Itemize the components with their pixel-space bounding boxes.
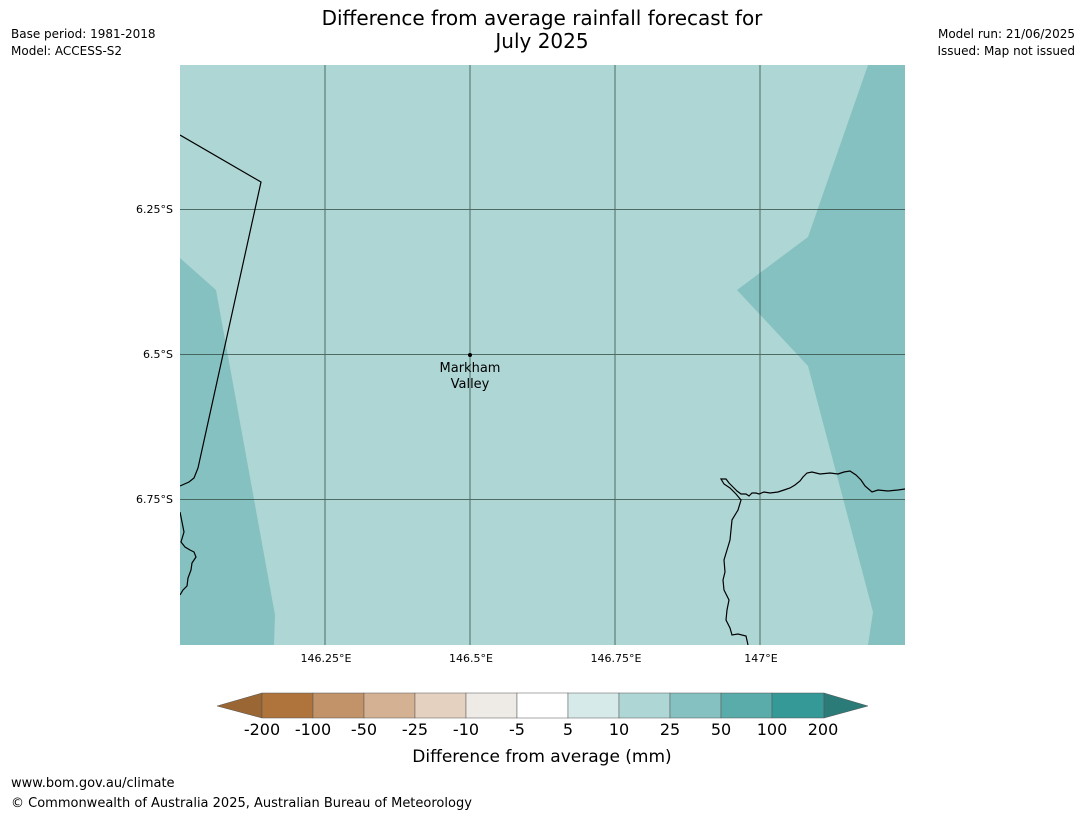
lon-tick-label: 146.5°E [449,652,493,665]
colorbar-label: 50 [711,720,731,739]
colorbar-extend-high [823,692,869,719]
colorbar-swatch [720,692,773,719]
colorbar-legend: -200 -100 -50 -25 -10 -5 5 10 25 50 100 … [216,692,869,767]
colorbar-swatch [465,692,518,719]
footer-url[interactable]: www.bom.gov.au/climate [11,776,175,791]
colorbar-label: -50 [351,720,377,739]
colorbar-swatch [261,692,314,719]
colorbar-label: 5 [563,720,573,739]
colorbar-label: -5 [509,720,525,739]
colorbar-label: 200 [808,720,839,739]
river-line [719,470,905,645]
place-label-line1: Markham [440,361,501,376]
colorbar-label: -200 [244,720,280,739]
coastline [180,134,905,645]
colorbar-swatch [618,692,671,719]
colorbar-title: Difference from average (mm) [412,747,671,767]
colorbar-label: -100 [295,720,331,739]
map-panel: Markham Valley [180,65,905,645]
model-name: Model: ACCESS-S2 [11,44,123,58]
model-run: Model run: 21/06/2025 [937,27,1075,41]
colorbar-label: 10 [609,720,629,739]
colorbar-swatch [567,692,620,719]
base-period: Base period: 1981-2018 [11,27,156,41]
colorbar-swatch [771,692,825,719]
place-label-line2: Valley [451,377,490,392]
colorbar-swatch [516,692,569,719]
lon-tick-label: 146.75°E [591,652,642,665]
graticule [180,65,905,645]
colorbar-swatch [363,692,416,719]
place-marker [468,353,472,357]
colorbar-label: 100 [757,720,788,739]
colorbar-swatch [414,692,467,719]
meta-left: Base period: 1981-2018 Model: ACCESS-S2 [11,26,156,60]
footer-copyright: © Commonwealth of Australia 2025, Austra… [11,796,472,811]
colorbar-swatch [669,692,722,719]
page-title: Difference from average rainfall forecas… [242,7,842,53]
title-line-2: July 2025 [495,29,589,53]
issued-status: Issued: Map not issued [937,44,1075,58]
colorbar-label: 25 [660,720,680,739]
west-coastline [180,511,197,596]
colorbar-swatch [312,692,365,719]
border-line [180,134,262,487]
lat-tick-label: 6.5°S [143,348,173,361]
lat-tick-label: 6.25°S [136,203,173,216]
colorbar-extend-low [216,692,263,719]
meta-right: Model run: 21/06/2025 Issued: Map not is… [937,26,1075,60]
title-line-1: Difference from average rainfall forecas… [321,6,763,30]
colorbar-label: -10 [453,720,479,739]
lat-tick-label: 6.75°S [136,493,173,506]
lon-tick-label: 147°E [744,652,777,665]
colorbar-label: -25 [402,720,428,739]
lon-tick-label: 146.25°E [301,652,352,665]
